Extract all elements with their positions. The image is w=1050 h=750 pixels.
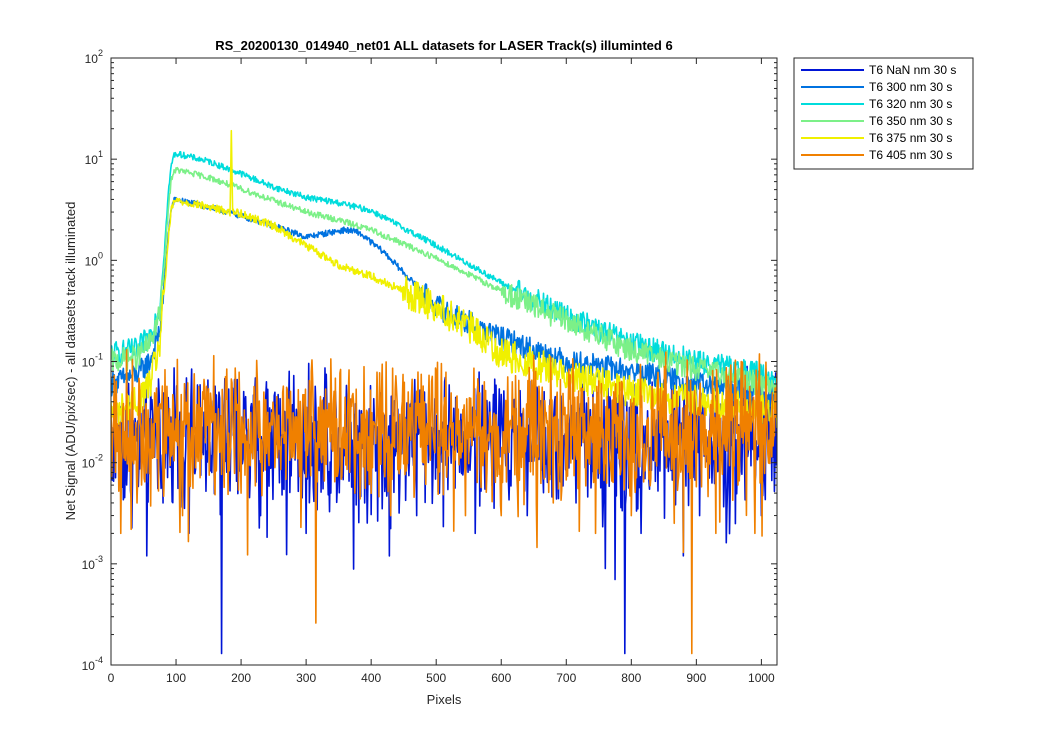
legend-label: T6 300 nm 30 s (869, 80, 952, 94)
y-tick-label: 10-3 (82, 554, 103, 572)
x-tick-label: 700 (556, 671, 576, 685)
x-ticks: 0 100 200 300 400 500 600 700 800 900 1000 (108, 58, 775, 685)
plot-area: 0 100 200 300 400 500 600 700 800 900 1000 10-410-… (82, 48, 778, 685)
x-tick-label: 400 (361, 671, 381, 685)
x-tick-label: 0 (108, 671, 115, 685)
y-tick-label: 10-4 (82, 655, 103, 673)
x-tick-label: 100 (166, 671, 186, 685)
y-axis-label: Net Signal (ADU/pix/sec) - all datasets … (63, 202, 78, 521)
y-tick-label: 10-1 (82, 352, 103, 370)
series-line-5 (111, 348, 777, 655)
series-layer (111, 129, 777, 655)
x-tick-label: 600 (491, 671, 511, 685)
y-tick-label: 100 (85, 250, 103, 268)
x-tick-label: 1000 (748, 671, 775, 685)
legend: T6 NaN nm 30 s T6 300 nm 30 s T6 320 nm 30… (793, 57, 974, 170)
y-tick-label: 101 (85, 149, 103, 167)
y-tick-label: 102 (85, 48, 103, 66)
chart-title: RS_20200130_014940_net01 ALL datasets fo… (215, 38, 672, 53)
x-tick-label: 900 (686, 671, 706, 685)
legend-label: T6 405 nm 30 s (869, 148, 952, 162)
x-tick-label: 200 (231, 671, 251, 685)
legend-label: T6 NaN nm 30 s (869, 63, 956, 77)
legend-label: T6 350 nm 30 s (869, 114, 952, 128)
legend-label: T6 320 nm 30 s (869, 97, 952, 111)
y-tick-label: 10-2 (82, 453, 103, 471)
y-ticks: 10-4 10-3 10-2 10-1 100 101 102 (82, 48, 777, 673)
x-axis-label: Pixels (427, 692, 462, 707)
legend-box (793, 57, 974, 170)
x-tick-label: 300 (296, 671, 316, 685)
x-tick-label: 500 (426, 671, 446, 685)
legend-items: T6 NaN nm 30 s T6 300 nm 30 s T6 320 nm 30… (801, 63, 956, 162)
legend-label: T6 375 nm 30 s (869, 131, 952, 145)
x-tick-label: 800 (621, 671, 641, 685)
